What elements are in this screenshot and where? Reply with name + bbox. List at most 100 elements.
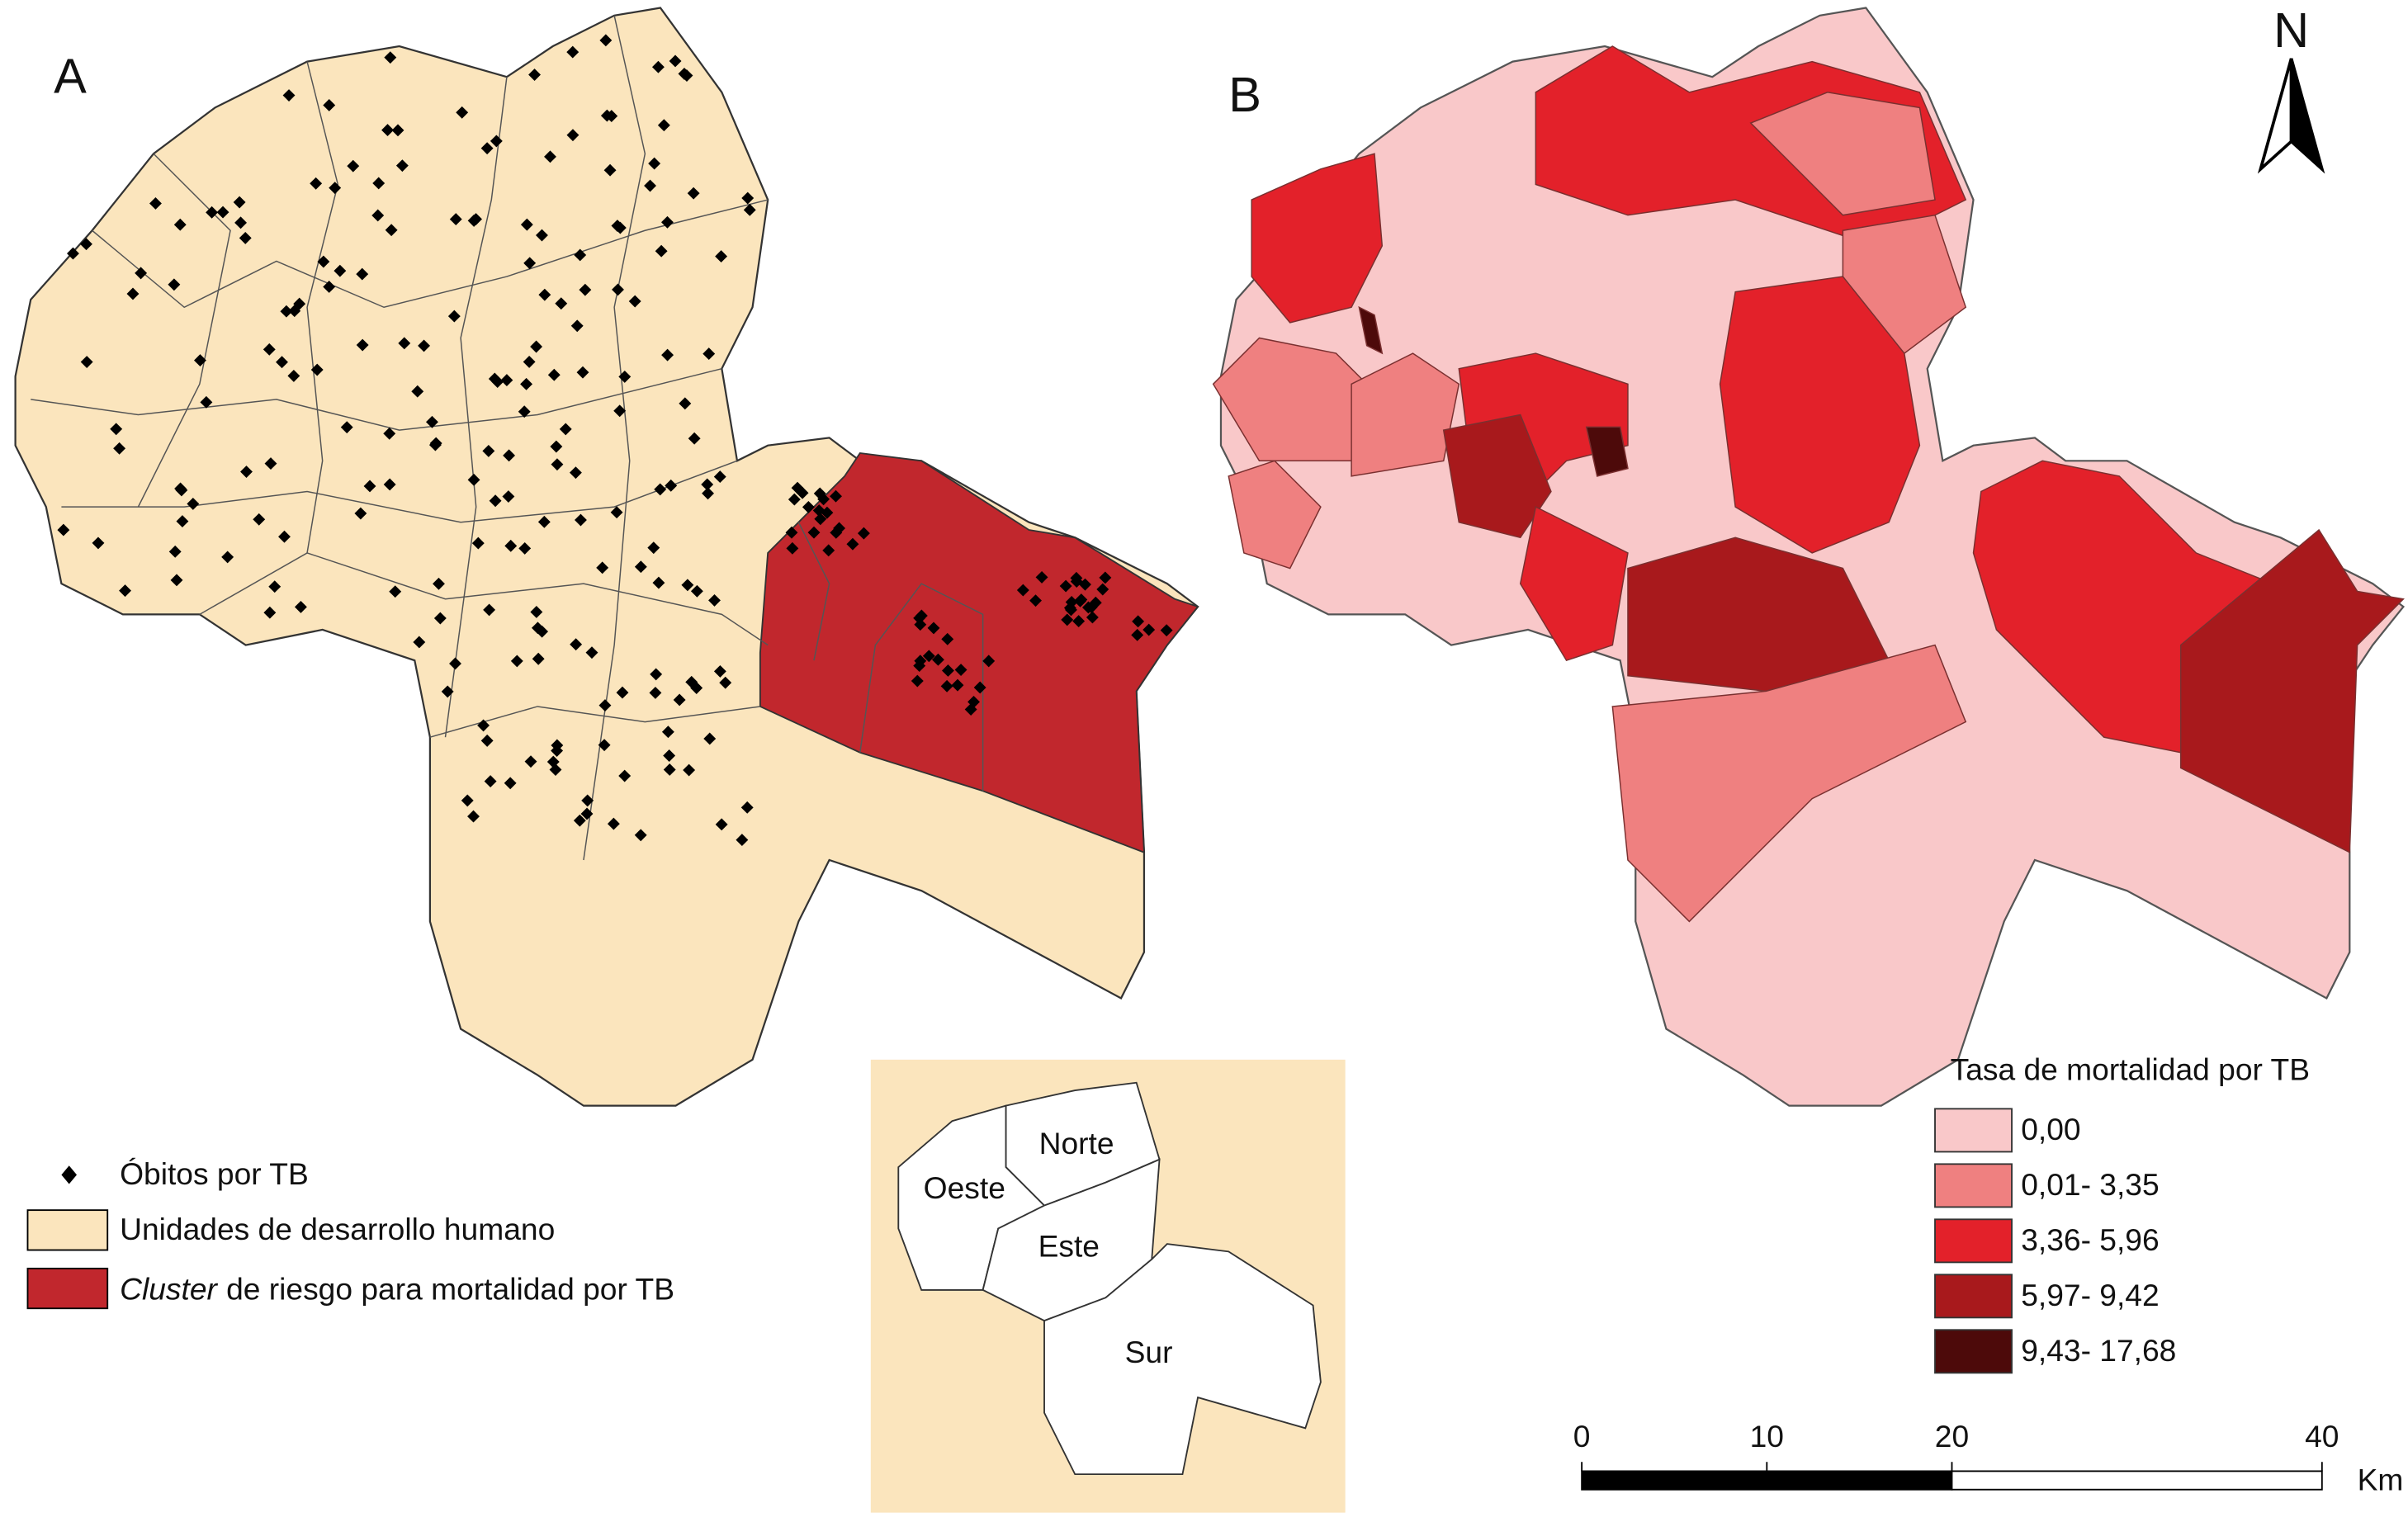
death-dot <box>234 216 248 229</box>
death-dot <box>715 818 728 831</box>
death-dot <box>736 834 749 847</box>
death-dot <box>482 444 495 457</box>
death-dot <box>551 744 564 757</box>
death-dot <box>651 60 665 73</box>
death-dot <box>822 544 835 557</box>
death-dot <box>429 437 442 450</box>
boundary-line <box>583 15 646 861</box>
rate-region <box>1228 460 1322 570</box>
death-dot <box>347 159 360 173</box>
death-dot <box>317 255 330 268</box>
death-dot <box>173 218 187 231</box>
death-dot <box>665 479 678 492</box>
death-dot <box>951 678 964 692</box>
legend-label: 0,00 <box>2021 1112 2080 1146</box>
death-dot <box>282 89 296 102</box>
inset-label: Oeste <box>924 1170 1005 1205</box>
death-dot <box>1085 601 1098 614</box>
death-dot <box>381 124 394 137</box>
death-dot <box>566 45 580 59</box>
death-dot <box>520 218 533 231</box>
death-dot <box>603 163 617 177</box>
death-dot <box>573 814 586 827</box>
death-dot <box>913 659 926 673</box>
death-dot <box>200 395 213 409</box>
death-dot <box>356 267 369 281</box>
death-dot <box>194 354 206 367</box>
legend-swatch <box>1934 1163 2013 1208</box>
rate-region <box>2179 528 2405 853</box>
death-dot <box>702 487 714 500</box>
boundary-line <box>61 460 738 523</box>
death-dot <box>1099 571 1112 584</box>
legend-label: 9,43- 17,68 <box>2021 1333 2176 1368</box>
rate-region <box>1358 305 1384 355</box>
legend-swatch <box>1934 1108 2013 1153</box>
boundary-line <box>306 61 339 554</box>
rate-region <box>1585 426 1629 477</box>
death-dot <box>354 507 367 520</box>
death-dot <box>618 370 632 383</box>
death-dot <box>634 829 647 842</box>
death-dot <box>687 187 700 200</box>
death-dot <box>688 432 701 445</box>
death-dot <box>471 536 485 550</box>
death-dot <box>655 244 668 258</box>
scale-tick-label: 10 <box>1750 1419 1784 1453</box>
death-dot <box>719 676 732 689</box>
death-dot <box>1079 578 1091 591</box>
death-dot <box>821 506 834 519</box>
legend-a: Óbitos por TB Unidades de desarrollo hum… <box>26 1156 674 1310</box>
legend-label: Unidades de desarrollo humano <box>120 1212 555 1246</box>
death-dot <box>1070 571 1083 584</box>
death-dot <box>551 458 564 471</box>
north-arrow <box>2257 58 2293 174</box>
death-dot <box>569 466 582 480</box>
legend-symbol <box>61 1165 78 1184</box>
scale-tick-label: 0 <box>1573 1419 1591 1453</box>
death-dot <box>411 385 424 398</box>
death-dot <box>657 119 670 132</box>
death-dot <box>922 650 935 663</box>
death-dot <box>398 337 411 350</box>
death-dot <box>715 250 728 263</box>
death-dot <box>490 135 503 148</box>
panel-label: B <box>1228 67 1261 122</box>
death-dot <box>857 527 870 540</box>
legend-swatch <box>26 1209 109 1251</box>
death-dot <box>92 536 105 550</box>
death-dot <box>488 372 501 385</box>
death-dot <box>661 215 674 229</box>
legend-swatch <box>1934 1274 2013 1319</box>
death-dot <box>1096 583 1109 596</box>
death-dot <box>846 537 859 551</box>
boundary-line <box>137 153 231 508</box>
death-dot <box>504 539 518 552</box>
death-dot <box>941 632 954 645</box>
scale-tick-label: 20 <box>1935 1419 1969 1453</box>
death-dot <box>253 513 266 526</box>
death-dot <box>461 794 474 807</box>
legend-label: 0,01- 3,35 <box>2021 1167 2159 1202</box>
death-dot <box>531 622 544 635</box>
legend-swatch <box>26 1267 109 1310</box>
death-dot <box>607 817 620 830</box>
death-dot <box>371 209 385 222</box>
death-dot <box>383 427 396 440</box>
death-dot <box>174 482 187 495</box>
death-dot <box>80 238 92 251</box>
death-dot <box>661 348 674 362</box>
death-dot <box>833 522 846 535</box>
death-dot <box>1072 615 1086 628</box>
boundary-line <box>859 583 984 792</box>
death-dot <box>221 551 234 564</box>
death-dot <box>611 220 624 232</box>
death-dot <box>628 295 641 308</box>
legend-title: Tasa de mortalidad por TB <box>1951 1052 2310 1087</box>
death-dot <box>240 466 253 478</box>
death-dot <box>413 636 426 649</box>
inset-label: Este <box>1038 1228 1100 1263</box>
death-dot <box>288 305 301 318</box>
death-dot <box>786 541 799 555</box>
